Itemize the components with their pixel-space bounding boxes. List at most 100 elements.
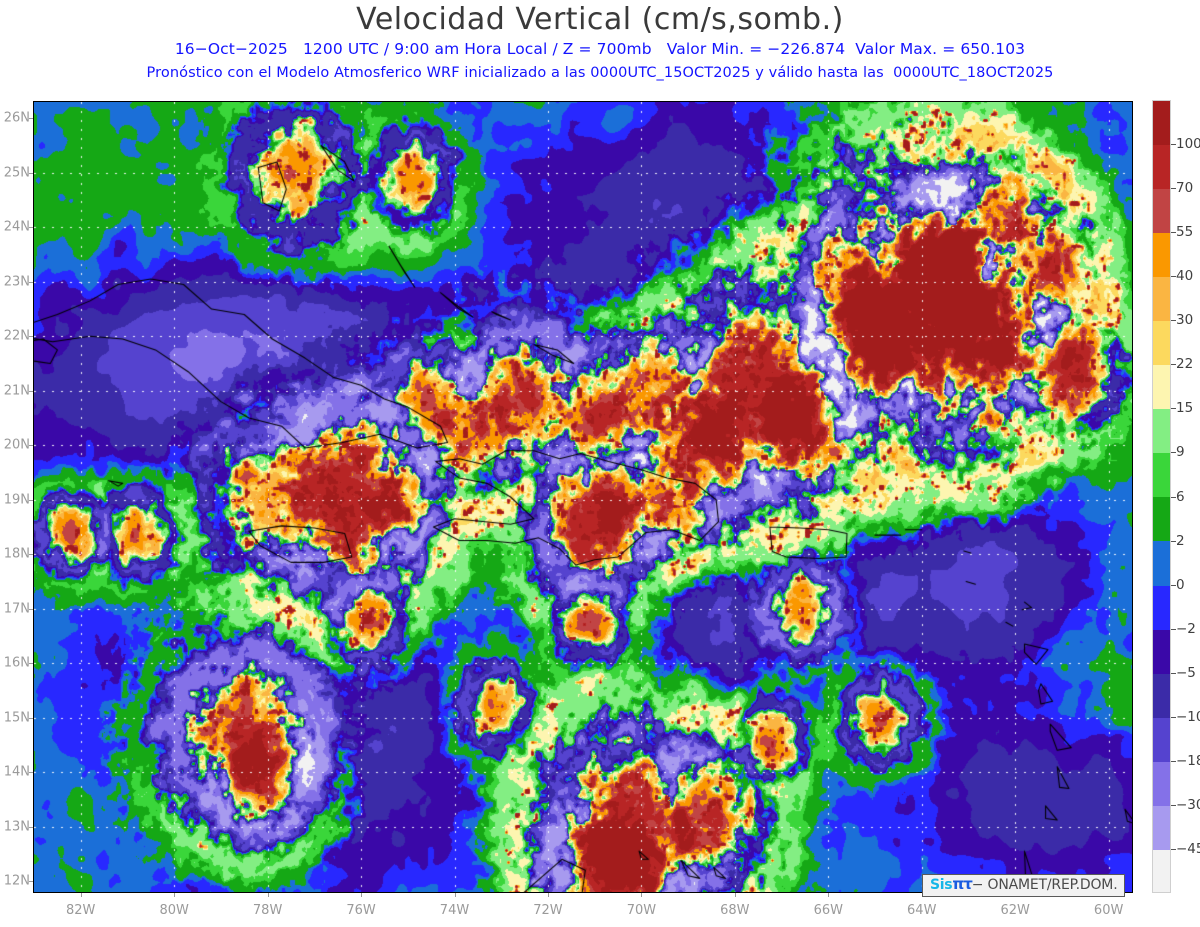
lat-tick-label: 16N <box>3 655 30 671</box>
lon-tick-label: 72W <box>533 903 563 918</box>
lat-tick-label: 22N <box>3 328 30 344</box>
colorbar-band <box>1153 365 1170 410</box>
forecast-meta-line: 16−Oct−2025 1200 UTC / 9:00 am Hora Loca… <box>174 40 1026 58</box>
lat-tick <box>29 554 33 556</box>
lat-tick-label: 14N <box>3 764 30 780</box>
colorbar-tick <box>1171 364 1176 366</box>
lon-tick-label: 80W <box>159 903 189 918</box>
lon-tick-label: 68W <box>720 903 750 918</box>
colorbar-tick-label: 30 <box>1176 312 1194 329</box>
lon-tick-label: 70W <box>626 903 657 918</box>
lat-tick-label: 21N <box>3 383 30 399</box>
lon-tick <box>80 893 82 897</box>
colorbar-tick-label: 9 <box>1176 444 1185 461</box>
colorbar-band <box>1153 453 1170 498</box>
colorbar-tick <box>1171 716 1176 718</box>
lat-tick <box>29 608 33 610</box>
lat-tick <box>29 445 33 447</box>
colorbar-tick-label: 55 <box>1176 224 1194 241</box>
lon-tick-label: 78W <box>252 903 283 918</box>
colorbar-tick-label: 15 <box>1176 400 1194 417</box>
colorbar-tick-label: −18 <box>1176 752 1200 769</box>
colorbar-tick <box>1171 584 1176 586</box>
lon-tick <box>641 893 643 897</box>
colorbar-tick-label: −45 <box>1176 840 1200 857</box>
lon-tick <box>734 893 736 897</box>
colorbar-band <box>1153 629 1170 674</box>
lon-tick <box>828 893 830 897</box>
colorbar-band <box>1153 673 1170 718</box>
lat-tick <box>29 390 33 392</box>
colorbar-tick <box>1171 804 1176 806</box>
colorbar-tick-label: 6 <box>1176 488 1185 505</box>
colorbar-band <box>1153 717 1170 762</box>
lat-tick-label: 25N <box>3 165 30 181</box>
lat-tick <box>29 499 33 501</box>
lat-tick <box>29 663 33 665</box>
colorbar-tick <box>1171 188 1176 190</box>
colorbar-tick-label: 22 <box>1176 356 1194 373</box>
colorbar-tick-label: 2 <box>1176 532 1185 549</box>
lat-tick <box>29 336 33 338</box>
lon-tick <box>454 893 456 897</box>
tt-logo-text: πτ <box>952 875 972 893</box>
colorbar-tick-label: −30 <box>1176 796 1200 813</box>
lon-tick-label: 82W <box>66 903 96 918</box>
lat-tick <box>29 826 33 828</box>
lon-tick-label: 62W <box>1000 903 1030 918</box>
colorbar-tick <box>1171 628 1176 630</box>
lat-tick <box>29 281 33 283</box>
colorbar-band <box>1153 497 1170 542</box>
sis-logo-text: Sis <box>930 877 953 893</box>
colorbar-tick <box>1171 408 1176 410</box>
lat-tick-label: 15N <box>3 710 30 726</box>
lon-tick-label: 74W <box>439 903 470 918</box>
lat-tick-label: 12N <box>3 873 30 889</box>
lat-tick-label: 13N <box>3 819 30 835</box>
org-text: − ONAMET/REP.DOM. <box>971 877 1118 893</box>
lon-tick-label: 60W <box>1093 903 1124 918</box>
colorbar-tick-label: 100 <box>1176 136 1200 153</box>
colorbar-tick <box>1171 144 1176 146</box>
colorbar-band <box>1153 145 1170 190</box>
colorbar-band <box>1153 585 1170 630</box>
vertical-velocity-field <box>34 102 1132 892</box>
colorbar-tick-label: 40 <box>1176 268 1194 285</box>
colorbar-tick <box>1171 232 1176 234</box>
colorbar-band <box>1153 805 1170 850</box>
colorbar <box>1152 100 1171 893</box>
lon-tick-label: 64W <box>907 903 937 918</box>
lon-tick-label: 66W <box>813 903 843 918</box>
map-plot-area[interactable] <box>33 101 1133 893</box>
colorbar-tick-label: −10 <box>1176 708 1200 725</box>
colorbar-tick <box>1171 276 1176 278</box>
lat-tick-label: 24N <box>3 219 30 235</box>
lat-tick-label: 23N <box>3 274 30 290</box>
lat-tick-label: 26N <box>3 110 30 126</box>
lon-tick <box>547 893 549 897</box>
lon-tick <box>174 893 176 897</box>
lat-tick-label: 20N <box>3 437 30 453</box>
model-description-line: Pronóstico con el Modelo Atmosferico WRF… <box>146 65 1054 81</box>
colorbar-tick-label: 0 <box>1176 576 1185 593</box>
colorbar-tick-label: −2 <box>1176 620 1196 637</box>
lat-tick <box>29 172 33 174</box>
latitude-axis: 12N 13N 14N 15N 16N 17N 18N 19N 20N 21N 22N 23N 24N 2… <box>0 0 33 927</box>
lon-tick-label: 76W <box>346 903 376 918</box>
lat-tick <box>29 717 33 719</box>
colorbar-tick-label: 70 <box>1176 180 1194 197</box>
colorbar-tick <box>1171 540 1176 542</box>
lat-tick-label: 17N <box>3 601 30 617</box>
colorbar-band <box>1153 277 1170 322</box>
lat-tick <box>29 227 33 229</box>
colorbar-band <box>1153 761 1170 806</box>
lat-tick-label: 19N <box>3 492 30 508</box>
lon-tick <box>361 893 363 897</box>
lat-tick-label: 18N <box>3 546 30 562</box>
colorbar-tick <box>1171 452 1176 454</box>
page-title: Velocidad Vertical (cm/s,somb.) <box>356 2 844 37</box>
colorbar-tick <box>1171 848 1176 850</box>
